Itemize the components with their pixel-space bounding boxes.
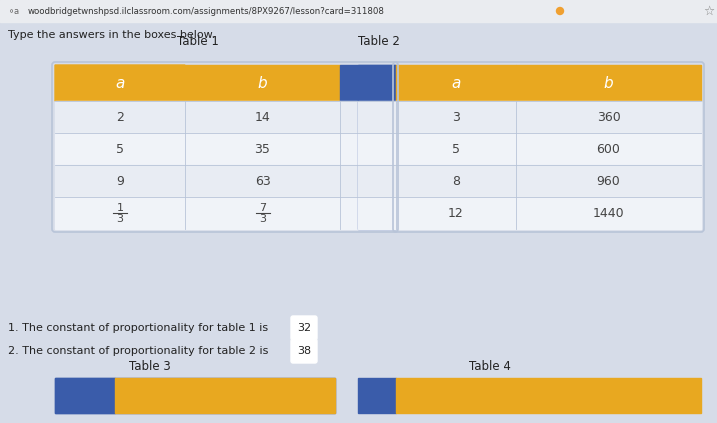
Bar (358, 378, 396, 413)
Bar (340, 133, 395, 165)
Text: a: a (451, 75, 461, 91)
Text: a: a (115, 75, 125, 91)
Bar (185, 65, 340, 101)
Text: woodbridgetwnshpsd.ilclassroom.com/assignments/8PX9267/lesson?card=311808: woodbridgetwnshpsd.ilclassroom.com/assig… (28, 6, 385, 16)
Bar (396, 101, 516, 133)
Text: b: b (604, 75, 613, 91)
FancyBboxPatch shape (291, 316, 317, 340)
Bar (340, 165, 395, 197)
Bar (516, 101, 701, 133)
Text: Table 2: Table 2 (358, 35, 400, 48)
Bar (340, 65, 395, 101)
Bar (396, 197, 516, 229)
Bar (185, 101, 340, 133)
Text: 7: 7 (259, 203, 266, 213)
Text: 360: 360 (597, 110, 620, 124)
Text: ☆: ☆ (703, 5, 715, 17)
Text: 63: 63 (255, 175, 270, 187)
Text: 9: 9 (116, 175, 124, 187)
Text: 960: 960 (597, 175, 620, 187)
Text: 1. The constant of proportionality for table 1 is: 1. The constant of proportionality for t… (8, 323, 268, 333)
Bar (516, 65, 701, 101)
Text: 1: 1 (116, 203, 123, 213)
Text: b: b (257, 75, 267, 91)
Bar (396, 133, 516, 165)
Bar (55, 378, 335, 413)
Text: 3: 3 (452, 110, 460, 124)
Text: 5: 5 (116, 143, 124, 156)
Bar (396, 65, 516, 101)
Text: Table 4: Table 4 (469, 360, 511, 373)
Text: 600: 600 (597, 143, 620, 156)
Text: 1440: 1440 (593, 206, 625, 220)
Bar (516, 165, 701, 197)
Text: 2. The constant of proportionality for table 2 is: 2. The constant of proportionality for t… (8, 346, 268, 356)
Text: 12: 12 (448, 206, 464, 220)
Bar (55, 165, 185, 197)
Bar (340, 101, 395, 133)
Bar (185, 197, 340, 229)
Text: Table 1: Table 1 (176, 35, 219, 48)
Bar (0, 0, 717, 22)
Bar (185, 165, 340, 197)
Bar (396, 165, 516, 197)
Bar (55, 378, 115, 413)
FancyBboxPatch shape (291, 339, 317, 363)
Text: 3: 3 (116, 214, 123, 224)
Bar (340, 197, 395, 229)
Bar (358, 65, 396, 229)
Text: ⚬a: ⚬a (8, 6, 20, 16)
Bar (396, 378, 701, 413)
Text: 2: 2 (116, 110, 124, 124)
Text: Type the answers in the boxes below.: Type the answers in the boxes below. (8, 30, 215, 40)
Bar (516, 133, 701, 165)
Bar (516, 197, 701, 229)
Text: 35: 35 (255, 143, 270, 156)
Bar (358, 101, 396, 133)
Text: 38: 38 (297, 346, 311, 356)
Bar (358, 133, 396, 165)
Bar (115, 378, 335, 413)
Bar (55, 133, 185, 165)
Text: Table 3: Table 3 (129, 360, 171, 373)
Text: 8: 8 (452, 175, 460, 187)
Bar (185, 133, 340, 165)
Text: 32: 32 (297, 323, 311, 333)
Circle shape (556, 8, 564, 14)
Bar (358, 197, 396, 229)
Text: 5: 5 (452, 143, 460, 156)
Text: 14: 14 (255, 110, 270, 124)
Bar (55, 101, 185, 133)
Bar (358, 165, 396, 197)
Text: 3: 3 (259, 214, 266, 224)
FancyBboxPatch shape (55, 65, 185, 101)
Bar (55, 197, 185, 229)
